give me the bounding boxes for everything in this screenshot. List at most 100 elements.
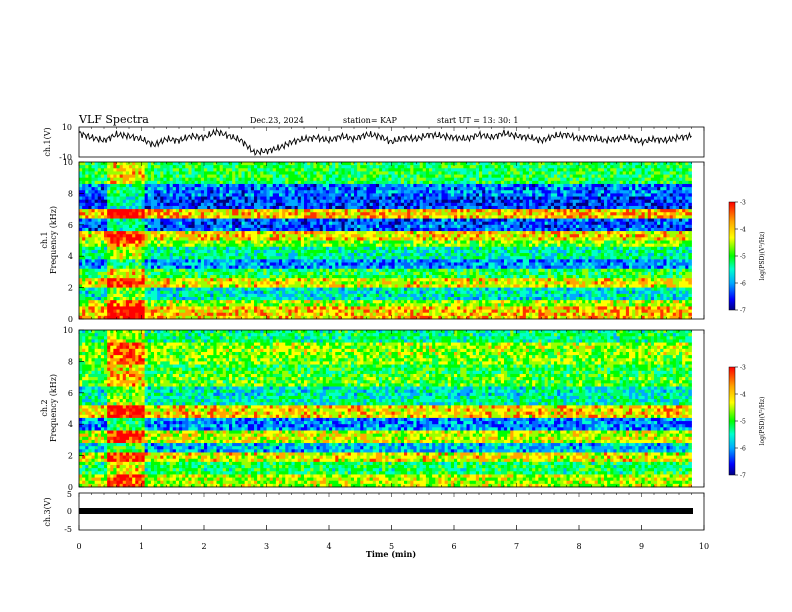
spectrogram-cell <box>666 221 671 226</box>
spectrogram-cell <box>366 187 371 191</box>
spectrogram-cell <box>219 174 224 179</box>
spectrogram-cell <box>666 165 671 169</box>
spectrogram-cell <box>591 180 596 185</box>
spectrogram-cell <box>482 231 486 235</box>
spectrogram-cell <box>282 212 286 216</box>
spectrogram-cell <box>429 190 433 194</box>
spectrogram-cell <box>560 221 564 226</box>
spectrogram-cell <box>104 237 108 241</box>
spectrogram-cell <box>647 218 652 223</box>
spectrogram-cell <box>666 196 671 201</box>
spectrogram-cell <box>522 199 527 204</box>
spectrogram-cell <box>672 215 677 219</box>
spectrogram-cell <box>219 177 224 182</box>
spectrogram-cell <box>394 165 399 169</box>
spectrogram-cell <box>347 171 352 175</box>
spectrogram-cell <box>610 171 614 175</box>
spectrogram-cell <box>482 171 486 175</box>
spectrogram-cell <box>275 180 280 185</box>
spectrogram-cell <box>363 177 367 182</box>
spectrogram-cell <box>138 190 142 194</box>
spectrogram-cell <box>188 187 192 191</box>
spectrogram-cell <box>485 227 489 232</box>
spectrogram-cell <box>363 218 367 223</box>
spectrogram-cell <box>441 187 446 191</box>
spectrogram-cell <box>619 196 624 201</box>
spectrogram-cell <box>304 180 308 185</box>
spectrogram-cell <box>157 231 161 235</box>
spectrogram-cell <box>429 171 433 175</box>
spectrogram-cell <box>416 174 421 179</box>
spectrogram-cell <box>272 171 277 175</box>
spectrogram-cell <box>579 199 583 204</box>
spectrogram-cell <box>657 190 661 194</box>
spectrogram-cell <box>419 231 424 235</box>
spectrogram-cell <box>504 187 508 191</box>
spectrogram-cell <box>494 224 499 229</box>
spectrogram-cell <box>169 212 174 216</box>
spectrogram-cell <box>163 196 167 201</box>
spectrogram-cell <box>582 180 586 185</box>
spectrogram-cell <box>375 187 380 191</box>
spectrogram-cell <box>500 234 505 238</box>
spectrogram-cell <box>372 199 377 204</box>
spectrogram-cell <box>272 231 277 235</box>
spectrogram-cell <box>544 205 549 210</box>
spectrogram-cell <box>588 180 592 185</box>
spectrogram-cell <box>122 199 127 204</box>
spectrogram-cell <box>369 180 374 185</box>
spectrogram-cell <box>510 218 514 223</box>
spectrogram-cell <box>429 187 433 191</box>
spectrogram-cell <box>535 180 539 185</box>
spectrogram-cell <box>579 205 583 210</box>
spectrogram-cell <box>82 237 86 241</box>
spectrogram-cell <box>635 162 639 166</box>
spectrogram-cell <box>200 231 205 235</box>
spectrogram-cell <box>463 171 467 175</box>
spectrogram-cell <box>679 227 683 232</box>
spectrogram-cell <box>379 171 383 175</box>
spectrogram-cell <box>347 180 352 185</box>
spectrogram-cell <box>675 190 680 194</box>
spectrogram-cell <box>569 174 574 179</box>
spectrogram-cell <box>594 231 599 235</box>
spectrogram-cell <box>379 234 383 238</box>
spectrogram-cell <box>550 202 555 207</box>
spectrogram-cell <box>363 199 367 204</box>
spectrogram-cell <box>569 234 574 238</box>
spectrogram-cell <box>310 224 314 229</box>
spectrogram-cell <box>229 162 233 166</box>
spectrogram-cell <box>341 162 346 166</box>
spectrogram-cell <box>119 177 124 182</box>
spectrogram-cell <box>335 199 339 204</box>
spectrogram-cell <box>547 224 552 229</box>
spectrogram-cell <box>538 234 542 238</box>
spectrogram-cell <box>144 193 149 197</box>
spectrogram-cell <box>310 231 314 235</box>
spectrogram-cell <box>629 215 633 219</box>
spectrogram-cell <box>472 221 477 226</box>
spectrogram-cell <box>154 215 158 219</box>
spectrogram-cell <box>475 218 480 223</box>
spectrogram-cell <box>254 215 258 219</box>
spectrogram-cell <box>594 199 599 204</box>
spectrogram-cell <box>210 165 214 169</box>
spectrogram-cell <box>404 183 408 188</box>
spectrogram-cell <box>663 171 667 175</box>
spectrogram-cell <box>457 190 461 194</box>
spectrogram-cell <box>507 193 511 197</box>
spectrogram-cell <box>513 227 517 232</box>
spectrogram-cell <box>188 240 192 245</box>
spectrogram-cell <box>338 177 342 182</box>
spectrogram-cell <box>516 218 521 223</box>
spectrogram-cell <box>547 227 552 232</box>
spectrogram-cell <box>200 162 205 166</box>
spectrogram-cell <box>507 205 511 210</box>
spectrogram-cell <box>132 196 136 201</box>
spectrogram-cell <box>163 209 167 213</box>
spectrogram-cell <box>97 168 102 172</box>
spectrogram-cell <box>504 227 508 232</box>
spectrogram-cell <box>354 202 358 207</box>
spectrogram-cell <box>110 202 114 207</box>
spectrogram-cell <box>438 218 442 223</box>
